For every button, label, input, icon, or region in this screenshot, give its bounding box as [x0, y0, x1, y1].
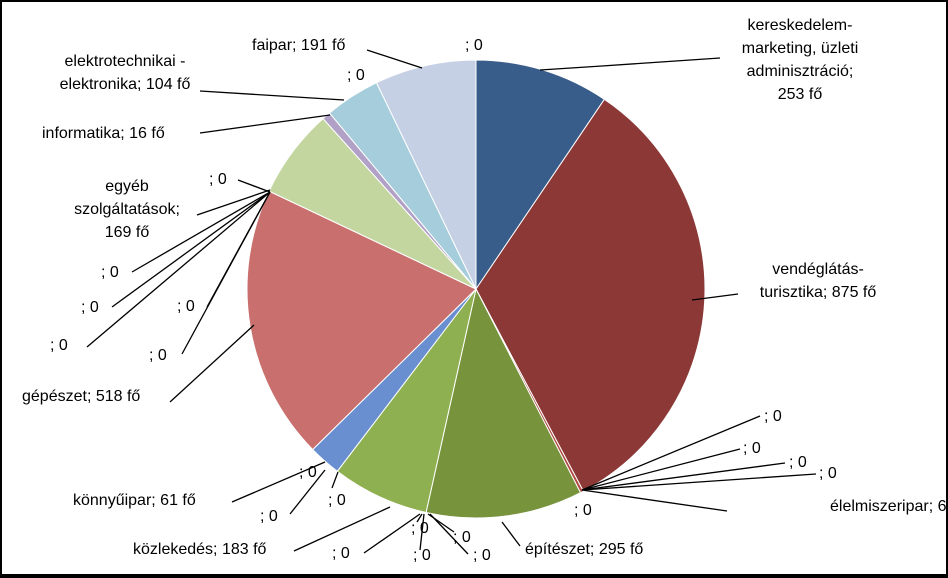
zero-leader-line: [419, 513, 425, 551]
zero-leader-line: [581, 448, 741, 491]
leader-line-egyeb-szolgaltatasok: [196, 189, 271, 216]
zero-leader-line: [581, 415, 761, 491]
zero-leader-line: [581, 473, 817, 491]
data-label-faipar: faipar; 191 fő: [252, 37, 346, 54]
data-label-vendeglatas-turisztika: vendéglátás-turisztika; 875 fő: [760, 261, 877, 301]
zero-value-label: ; 0: [209, 171, 227, 188]
leader-line-elelmiszeripar: [581, 489, 728, 512]
zero-value-label: ; 0: [50, 337, 68, 354]
data-label-kereskedelem-marketing-uzleti-adminisztracio: kereskedelem-marketing, üzleti adminisztr…: [742, 17, 859, 103]
zero-value-label: ; 0: [332, 545, 350, 562]
zero-leader-line: [289, 469, 326, 515]
zero-leader-line: [86, 191, 271, 348]
zero-leader-line: [331, 471, 339, 489]
leader-line-gepeszet: [169, 324, 255, 403]
zero-value-label: ; 0: [81, 299, 99, 316]
zero-value-label: ; 0: [453, 529, 471, 546]
zero-value-label: ; 0: [465, 37, 483, 54]
zero-value-label: ; 0: [743, 440, 761, 457]
data-label-egyeb-szolgaltatasok: egyéb szolgáltatások; 169 fő: [74, 178, 180, 241]
pie-slice-gepeszet: [246, 190, 477, 451]
zero-value-label: ; 0: [473, 547, 491, 564]
data-label-informatika: informatika; 16 fő: [42, 125, 165, 142]
leader-line-epiteszet: [501, 521, 521, 547]
zero-value-label: ; 0: [101, 264, 119, 281]
data-label-kozlekedes: közlekedés; 183 fő: [133, 541, 267, 558]
zero-value-label: ; 0: [574, 502, 592, 519]
zero-value-label: ; 0: [413, 547, 431, 564]
zero-value-label: ; 0: [260, 508, 278, 525]
zero-leader-line: [581, 462, 786, 491]
leader-line-kozlekedes: [293, 506, 391, 552]
zero-value-label: ; 0: [411, 520, 429, 537]
leader-line-faipar: [366, 49, 423, 69]
zero-value-label: ; 0: [819, 465, 837, 482]
zero-leader-line: [181, 191, 271, 355]
zero-leader-line: [416, 513, 423, 523]
zero-leader-line: [237, 179, 271, 193]
zero-leader-line: [131, 191, 271, 273]
data-label-elelmiszeripar: élelmiszeripar; 6 fő: [830, 498, 948, 515]
leader-line-elektrotechnikai-elektronika: [199, 90, 345, 101]
zero-value-label: ; 0: [347, 67, 365, 84]
leader-line-vendeglatas-turisztika: [691, 293, 739, 301]
zero-value-label: ; 0: [764, 408, 782, 425]
zero-leader-line: [111, 191, 271, 308]
zero-value-label: ; 0: [328, 492, 346, 509]
data-label-elektrotechnikai-elektronika: elektrotechnikai -elektronika; 104 fő: [60, 53, 191, 93]
data-label-konnyuipar: könnyűipar; 61 fő: [73, 492, 196, 509]
data-label-gepeszet: gépészet; 518 fő: [22, 388, 140, 405]
leader-line-kereskedelem-marketing-uzleti-adminisztracio: [539, 57, 721, 71]
leader-line-informatika: [199, 114, 331, 134]
pie-slice-faipar: [375, 59, 477, 290]
zero-leader-line: [363, 513, 421, 554]
zero-value-label: ; 0: [149, 347, 167, 364]
leader-line-konnyuipar: [231, 461, 326, 503]
zero-value-label: ; 0: [177, 298, 195, 315]
pie-slice-epiteszet: [425, 287, 582, 519]
zero-value-label: ; 0: [299, 464, 317, 481]
pie-slice-vendeglatas-turisztika: [475, 98, 706, 492]
zero-value-label: ; 0: [789, 454, 807, 471]
zero-leader-line: [429, 513, 469, 555]
data-label-epiteszet: építészet; 295 fő: [525, 541, 643, 558]
